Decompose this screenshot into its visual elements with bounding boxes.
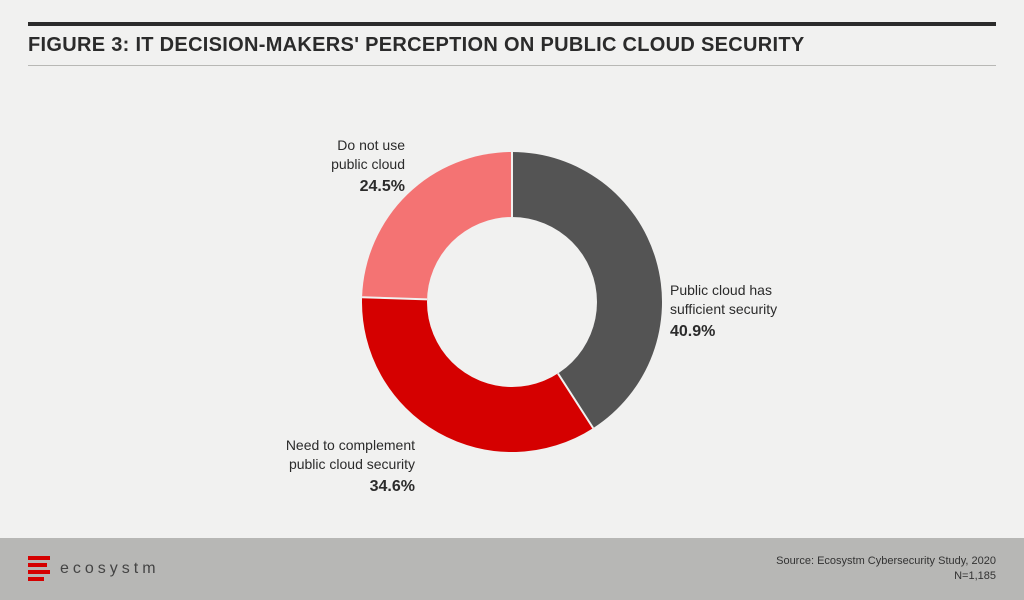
source-citation: Source: Ecosystm Cybersecurity Study, 20… — [776, 554, 996, 585]
callout-text: sufficient security — [670, 301, 777, 317]
callout-text: public cloud security — [289, 456, 415, 472]
callout-percent: 40.9% — [670, 321, 890, 343]
donut-chart — [362, 152, 662, 452]
callout-percent: 34.6% — [225, 476, 415, 498]
logo-mark-icon — [28, 556, 50, 582]
figure-title: FIGURE 3: IT DECISION-MAKERS' PERCEPTION… — [28, 34, 996, 57]
callout-sufficient: Public cloud has sufficient security 40.… — [670, 281, 890, 342]
source-line: Source: Ecosystm Cybersecurity Study, 20… — [776, 554, 996, 569]
source-line: N=1,185 — [776, 569, 996, 584]
logo: ecosystm — [28, 556, 160, 582]
callout-text: Need to complement — [286, 437, 415, 453]
callout-text: Do not use — [337, 137, 405, 153]
footer: ecosystm Source: Ecosystm Cybersecurity … — [0, 538, 1024, 600]
callout-no-use: Do not use public cloud 24.5% — [245, 136, 405, 197]
header: FIGURE 3: IT DECISION-MAKERS' PERCEPTION… — [0, 0, 1024, 66]
top-rule — [28, 22, 996, 26]
callout-percent: 24.5% — [245, 176, 405, 198]
chart-area: Public cloud has sufficient security 40.… — [0, 66, 1024, 538]
donut-hole — [427, 217, 597, 387]
donut-svg — [362, 152, 662, 452]
callout-text: Public cloud has — [670, 282, 772, 298]
callout-complement: Need to complement public cloud security… — [225, 436, 415, 497]
callout-text: public cloud — [331, 156, 405, 172]
logo-text: ecosystm — [60, 560, 160, 578]
